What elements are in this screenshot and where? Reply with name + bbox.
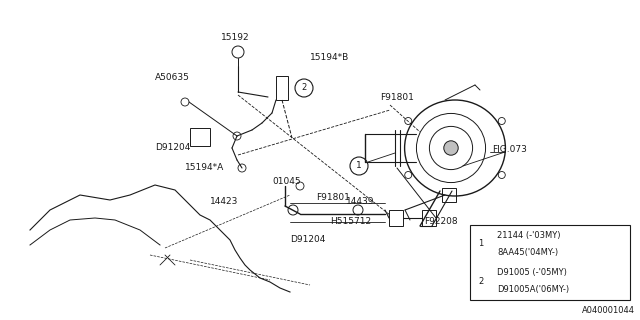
Circle shape <box>444 141 458 155</box>
Text: 8AA45('04MY-): 8AA45('04MY-) <box>497 248 558 257</box>
Text: D91204: D91204 <box>155 143 190 153</box>
Text: H515712: H515712 <box>330 218 371 227</box>
Text: 21144 (-'03MY): 21144 (-'03MY) <box>497 231 561 240</box>
Text: 15194*A: 15194*A <box>185 164 224 172</box>
Text: 15194*B: 15194*B <box>310 53 349 62</box>
Text: F92208: F92208 <box>424 218 458 227</box>
Text: 15192: 15192 <box>221 34 250 43</box>
Text: D91204: D91204 <box>290 236 325 244</box>
Text: 01045: 01045 <box>272 178 301 187</box>
Text: 1: 1 <box>356 162 362 171</box>
Text: 14439: 14439 <box>346 197 374 206</box>
Text: 2: 2 <box>478 277 484 286</box>
Text: 2: 2 <box>301 84 307 92</box>
Text: A50635: A50635 <box>155 74 190 83</box>
Text: A040001044: A040001044 <box>582 306 635 315</box>
Text: D91005 (-'05MY): D91005 (-'05MY) <box>497 268 567 277</box>
Text: F91801: F91801 <box>316 194 350 203</box>
Text: 1: 1 <box>478 239 484 248</box>
Text: F91801: F91801 <box>380 92 414 101</box>
Text: FIG.073: FIG.073 <box>492 146 527 155</box>
Text: 14423: 14423 <box>210 197 238 206</box>
FancyBboxPatch shape <box>470 225 630 300</box>
Text: D91005A('06MY-): D91005A('06MY-) <box>497 285 569 294</box>
